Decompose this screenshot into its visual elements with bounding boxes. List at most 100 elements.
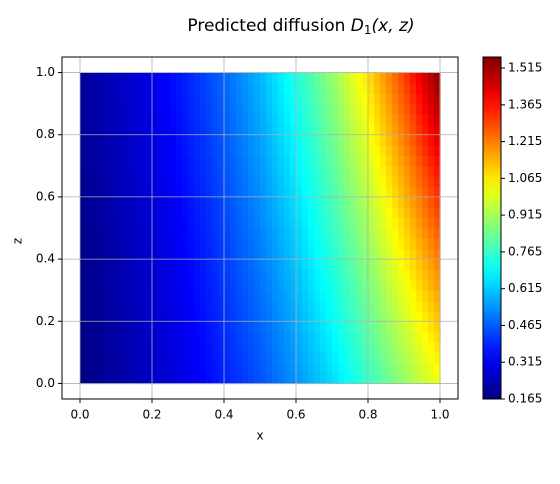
heatmap-cell: [110, 176, 117, 188]
heatmap-cell: [254, 155, 261, 167]
heatmap-cell: [356, 321, 363, 333]
heatmap-cell: [224, 196, 231, 208]
heatmap-cell: [152, 93, 159, 105]
heatmap-cell: [98, 331, 105, 343]
heatmap-cell: [368, 82, 375, 94]
heatmap-cell: [254, 165, 261, 177]
heatmap-cell: [200, 145, 207, 157]
heatmap-cell: [338, 373, 345, 385]
heatmap-cell: [362, 321, 369, 333]
heatmap-cell: [152, 310, 159, 322]
heatmap-cell: [236, 373, 243, 385]
heatmap-cell: [398, 93, 405, 105]
heatmap-cell: [374, 331, 381, 343]
heatmap-cell: [122, 176, 129, 188]
heatmap-cell: [422, 207, 429, 219]
heatmap-cell: [146, 310, 153, 322]
heatmap-cell: [254, 93, 261, 105]
heatmap-cell: [314, 279, 321, 291]
heatmap-cell: [224, 279, 231, 291]
heatmap-cell: [380, 196, 387, 208]
heatmap-cell: [242, 196, 249, 208]
heatmap-cell: [128, 103, 135, 115]
chart-title-math-symbol: D: [351, 16, 364, 36]
heatmap-cell: [398, 290, 405, 302]
heatmap-cell: [104, 352, 111, 364]
heatmap-cell: [158, 176, 165, 188]
heatmap-cell: [242, 362, 249, 374]
heatmap-cell: [398, 279, 405, 291]
heatmap-cell: [248, 155, 255, 167]
heatmap-cell: [164, 196, 171, 208]
heatmap-cell: [104, 321, 111, 333]
heatmap-cell: [266, 155, 273, 167]
heatmap-cell: [350, 331, 357, 343]
heatmap-cell: [410, 145, 417, 157]
heatmap-cell: [278, 269, 285, 281]
heatmap-cell: [104, 300, 111, 312]
heatmap-cell: [206, 373, 213, 385]
heatmap-cell: [428, 207, 435, 219]
heatmap-cell: [392, 93, 399, 105]
heatmap-cell: [350, 259, 357, 271]
heatmap-cell: [362, 300, 369, 312]
heatmap-cell: [422, 238, 429, 250]
heatmap-cell: [164, 228, 171, 239]
heatmap-cell: [86, 82, 93, 94]
heatmap-cell: [302, 342, 309, 353]
heatmap-cell: [134, 373, 141, 385]
heatmap-cell: [296, 124, 303, 136]
heatmap-cell: [410, 279, 417, 291]
heatmap-cell: [254, 259, 261, 271]
heatmap-cell: [290, 331, 297, 343]
heatmap-cell: [290, 228, 297, 239]
heatmap-cell: [344, 300, 351, 312]
heatmap-cell: [386, 228, 393, 239]
heatmap-cell: [308, 331, 315, 343]
heatmap-cell: [224, 373, 231, 385]
heatmap-cell: [386, 82, 393, 94]
heatmap-cell: [128, 124, 135, 136]
heatmap-cell: [308, 82, 315, 94]
heatmap-cell: [284, 207, 291, 219]
heatmap-cell: [392, 373, 399, 385]
heatmap-cell: [380, 279, 387, 291]
heatmap-cell: [410, 269, 417, 281]
heatmap-cell: [422, 248, 429, 260]
heatmap-cell: [362, 134, 369, 146]
heatmap-cell: [218, 103, 225, 115]
x-tick-label: 0.2: [142, 408, 161, 422]
heatmap-cell: [338, 103, 345, 115]
heatmap-cell: [296, 103, 303, 115]
heatmap-cell: [224, 248, 231, 260]
heatmap-cell: [356, 196, 363, 208]
heatmap-cell: [434, 300, 441, 312]
heatmap-cell: [110, 310, 117, 322]
heatmap-cell: [158, 186, 165, 198]
heatmap-cell: [152, 72, 159, 84]
heatmap-cell: [314, 373, 321, 385]
x-tick-label: 0.6: [286, 408, 305, 422]
heatmap-cell: [104, 82, 111, 94]
heatmap-cell: [410, 321, 417, 333]
heatmap-cell: [416, 331, 423, 343]
heatmap-cell: [386, 103, 393, 115]
heatmap-cell: [272, 82, 279, 94]
heatmap-cell: [248, 352, 255, 364]
heatmap-cell: [338, 259, 345, 271]
heatmap-cell: [98, 155, 105, 167]
heatmap-cell: [272, 103, 279, 115]
heatmap-cell: [236, 342, 243, 353]
heatmap-cell: [218, 352, 225, 364]
heatmap-cell: [140, 342, 147, 353]
heatmap-cell: [422, 196, 429, 208]
heatmap-cell: [170, 145, 177, 157]
heatmap-cell: [122, 124, 129, 136]
heatmap-cell: [176, 196, 183, 208]
heatmap-cell: [338, 342, 345, 353]
heatmap-cell: [356, 207, 363, 219]
heatmap-cell: [278, 196, 285, 208]
heatmap-cell: [314, 176, 321, 188]
heatmap-cell: [320, 321, 327, 333]
heatmap-cell: [170, 186, 177, 198]
